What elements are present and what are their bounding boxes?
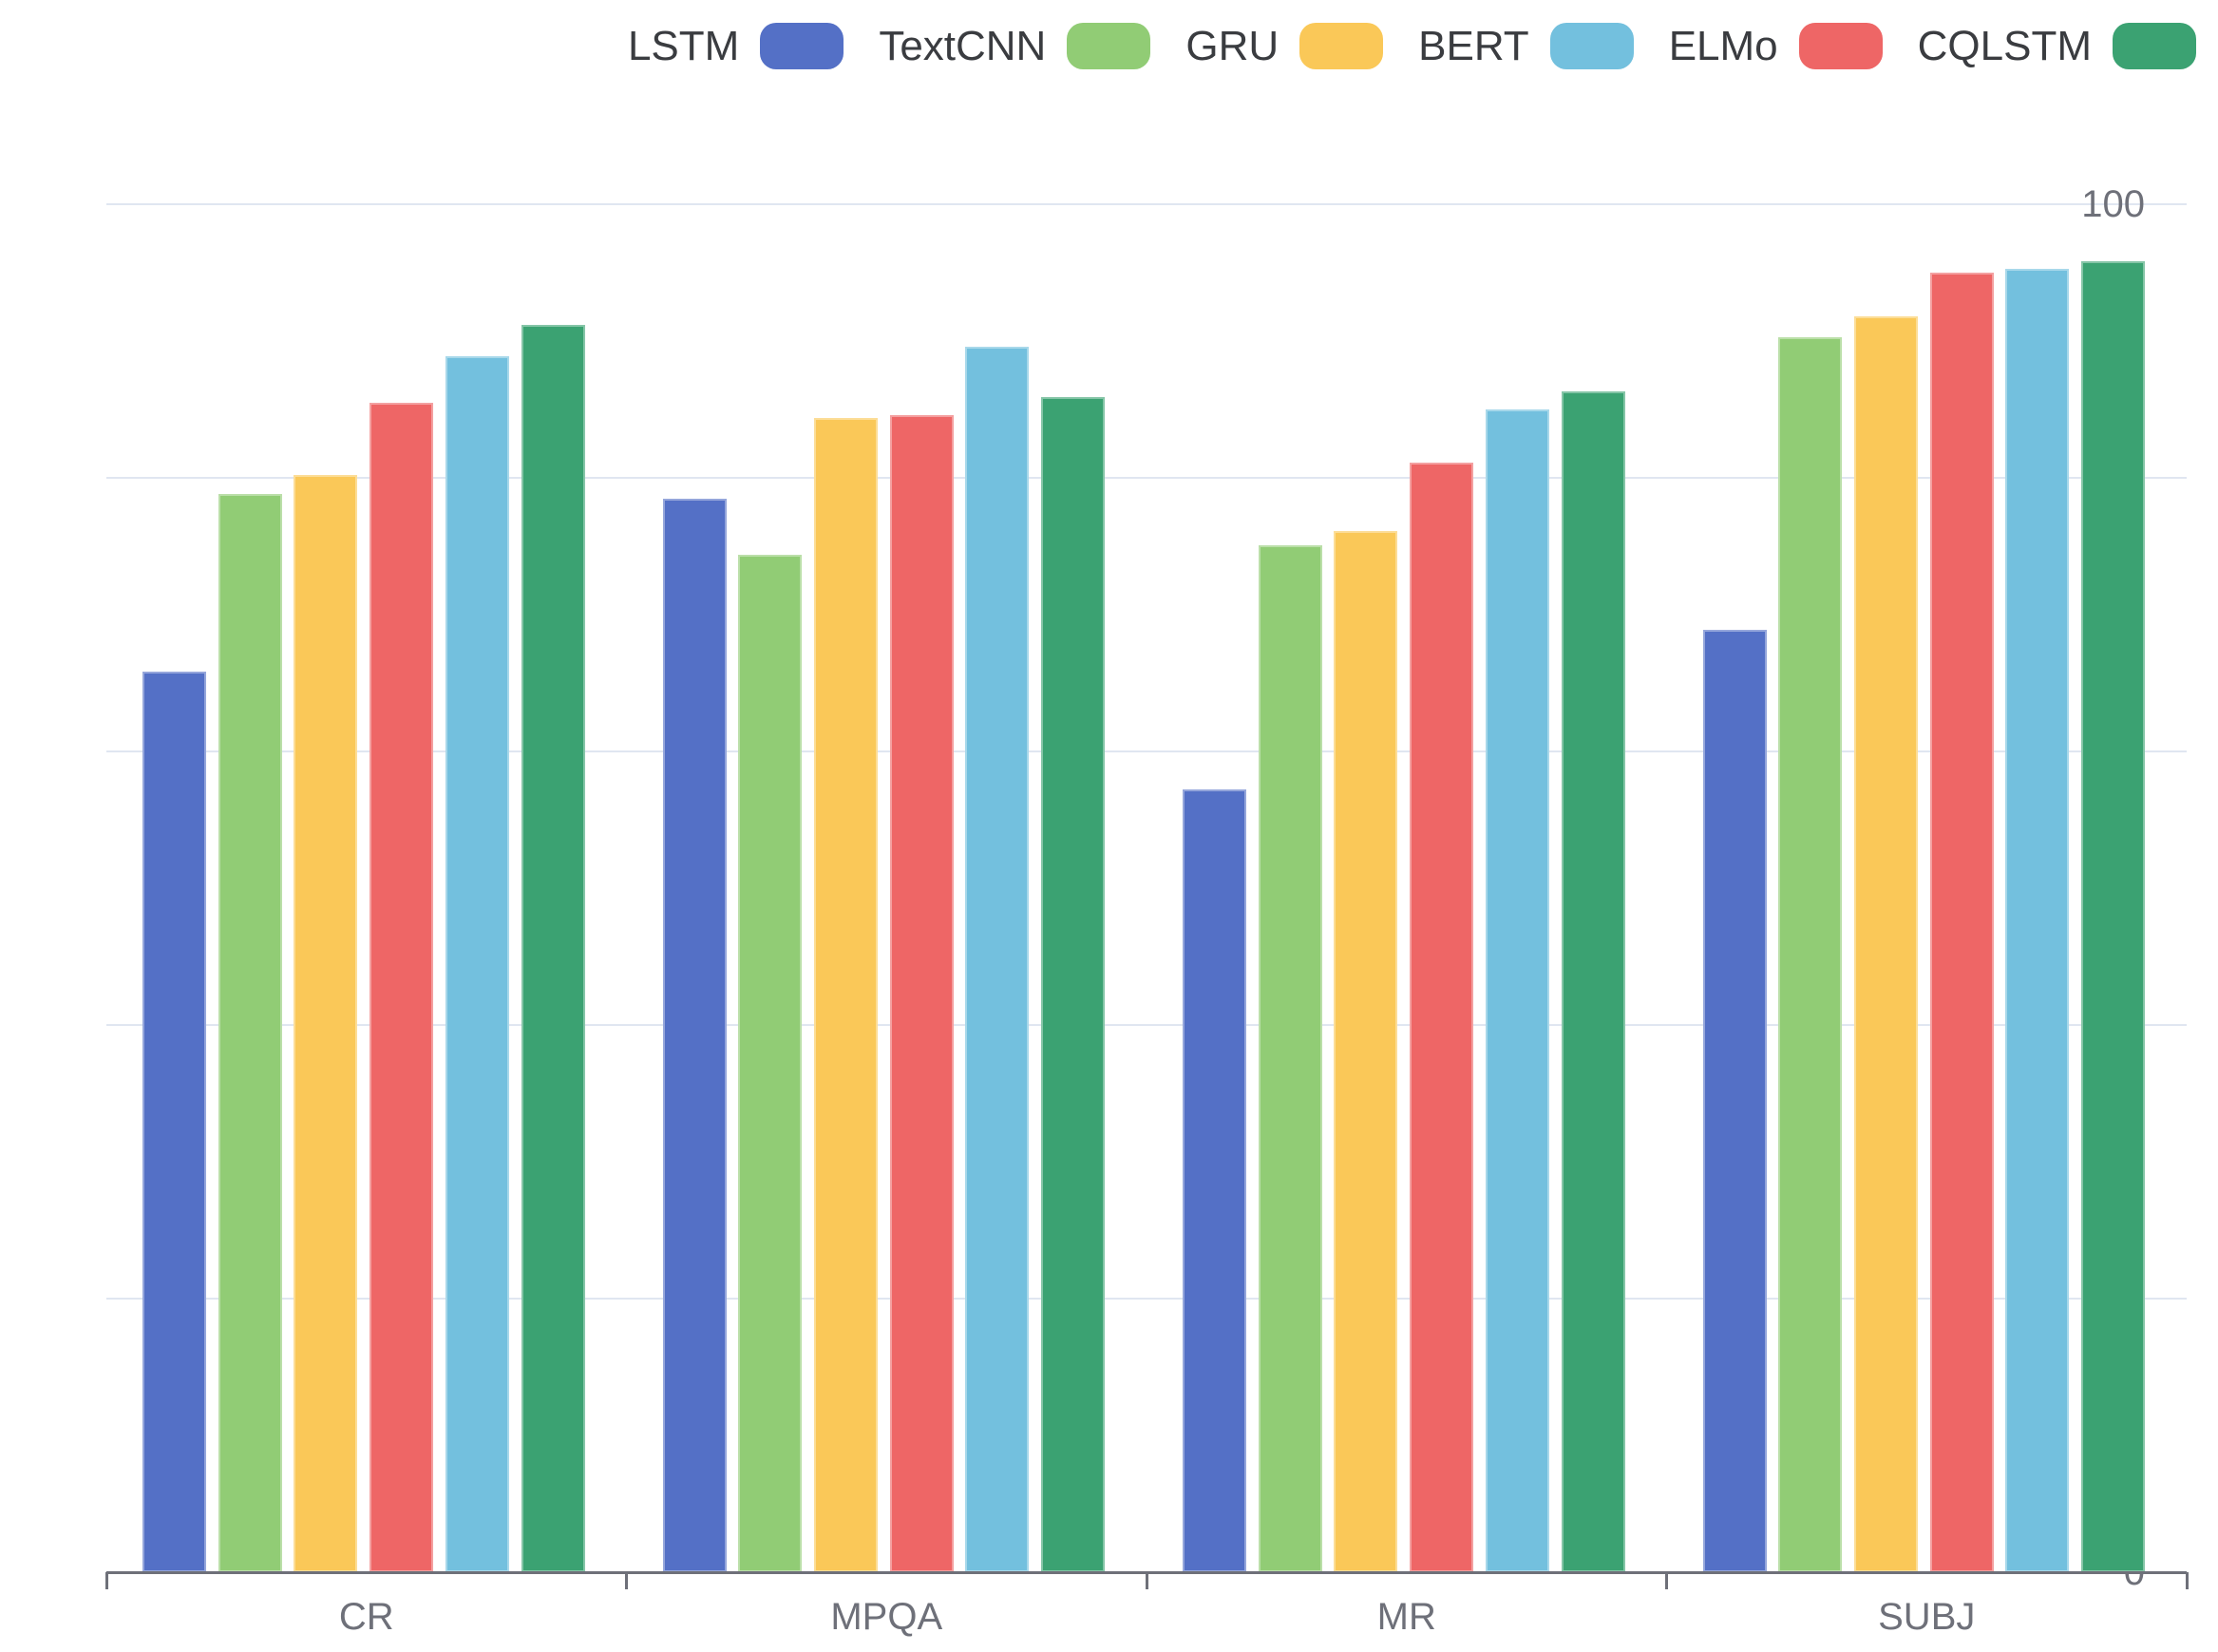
legend-swatch-BERT xyxy=(1549,23,1634,69)
bar-MPQA-LSTM xyxy=(662,498,727,1572)
legend-swatch-TextCNN xyxy=(1067,23,1151,69)
bar-CR-ELMo xyxy=(370,402,434,1572)
bar-MPQA-BERT xyxy=(965,346,1030,1572)
x-axis-tick-3 xyxy=(1665,1572,1668,1589)
legend-item-ELMo[interactable]: ELMo xyxy=(1669,23,1883,69)
bar-SUBJ-GRU xyxy=(1853,316,1918,1572)
legend-item-TextCNN[interactable]: TextCNN xyxy=(879,23,1151,69)
gridline-20 xyxy=(106,1297,2187,1301)
x-axis-label-SUBJ: SUBJ xyxy=(1878,1596,1976,1638)
bar-SUBJ-TextCNN xyxy=(1778,336,1843,1572)
legend-item-CQLSTM[interactable]: CQLSTM xyxy=(1918,23,2196,69)
legend-swatch-GRU xyxy=(1299,23,1384,69)
legend-swatch-ELMo xyxy=(1798,23,1883,69)
bar-SUBJ-ELMo xyxy=(1929,273,1994,1572)
bar-SUBJ-BERT xyxy=(2005,268,2070,1572)
x-axis-tick-2 xyxy=(1145,1572,1148,1589)
legend-label-CQLSTM: CQLSTM xyxy=(1917,23,2092,69)
bar-MR-GRU xyxy=(1334,531,1398,1572)
gridline-100 xyxy=(106,202,2187,206)
legend-label-ELMo: ELMo xyxy=(1668,23,1778,69)
legend-item-BERT[interactable]: BERT xyxy=(1418,23,1634,69)
legend-swatch-LSTM xyxy=(760,23,844,69)
legend-item-LSTM[interactable]: LSTM xyxy=(628,23,844,69)
bar-MR-LSTM xyxy=(1183,789,1246,1572)
legend-label-GRU: GRU xyxy=(1185,23,1280,69)
bar-CR-BERT xyxy=(445,355,509,1572)
bar-MR-ELMo xyxy=(1410,463,1474,1572)
bar-SUBJ-LSTM xyxy=(1702,629,1767,1572)
x-axis-tick-1 xyxy=(625,1572,628,1589)
x-axis-tick-4 xyxy=(2185,1572,2189,1589)
legend-label-BERT: BERT xyxy=(1418,23,1529,69)
bar-MR-BERT xyxy=(1485,409,1549,1572)
bar-MR-TextCNN xyxy=(1258,544,1322,1572)
y-axis-label-100: 100 xyxy=(2081,183,2145,225)
x-axis-label-MPQA: MPQA xyxy=(830,1596,943,1638)
x-axis-label-CR: CR xyxy=(338,1596,394,1638)
bar-CR-LSTM xyxy=(142,672,206,1572)
gridline-40 xyxy=(106,1023,2187,1027)
gridline-60 xyxy=(106,750,2187,753)
legend-label-LSTM: LSTM xyxy=(627,23,740,69)
legend: LSTM TextCNN GRU BERT ELMo CQLSTM xyxy=(628,23,2196,69)
x-axis-label-MR: MR xyxy=(1376,1596,1436,1638)
x-axis-tick-0 xyxy=(104,1572,108,1589)
bar-MPQA-CQLSTM xyxy=(1041,397,1105,1572)
bar-MPQA-ELMo xyxy=(889,414,954,1572)
bar-CR-GRU xyxy=(294,475,358,1572)
legend-label-TextCNN: TextCNN xyxy=(879,23,1047,69)
gridline-80 xyxy=(106,476,2187,480)
bar-MPQA-TextCNN xyxy=(738,554,803,1572)
bar-MR-CQLSTM xyxy=(1561,391,1625,1572)
legend-item-GRU[interactable]: GRU xyxy=(1185,23,1384,69)
bar-SUBJ-CQLSTM xyxy=(2081,261,2145,1572)
bar-MPQA-GRU xyxy=(813,417,878,1572)
bar-CR-TextCNN xyxy=(218,494,282,1572)
legend-swatch-CQLSTM xyxy=(2113,23,2196,69)
bar-CR-CQLSTM xyxy=(521,324,585,1572)
